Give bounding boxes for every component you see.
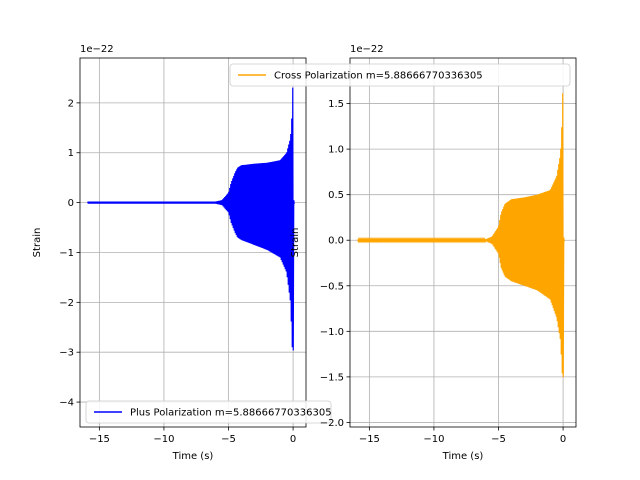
x-axis-label: Time (s) [442,451,484,462]
y-tick-label: −1.0 [320,327,344,338]
y-tick-label: −0.5 [320,281,344,292]
axes-frame [349,57,577,428]
x-tick-label: −15 [89,434,110,445]
y-axis-label: Strain [290,228,301,258]
y-tick-label: −2 [59,298,74,309]
y-tick-label: −3 [59,348,74,359]
y-tick-label: 0.0 [328,236,344,247]
x-tick-label: 0 [290,434,296,445]
axis-offset-text: 1e−22 [350,44,384,55]
y-tick-label: −2.0 [320,418,344,429]
x-tick-label: −5 [491,434,506,445]
y-tick-label: 1.5 [328,99,344,110]
legend-label: Cross Polarization m=5.88666770336305 [274,71,483,82]
y-tick-label: 0.5 [328,190,344,201]
legend: Cross Polarization m=5.88666770336305 [229,63,571,87]
x-tick-label: −10 [423,434,444,445]
y-tick-label: −4 [59,398,74,409]
y-tick-label: 0 [68,198,74,209]
axis-offset-text: 1e−22 [80,44,114,55]
x-tick-label: −10 [153,434,174,445]
x-tick-label: −15 [359,434,380,445]
y-tick-label: 1.0 [328,145,344,156]
legend-box [85,400,332,424]
y-tick-label: −1 [59,248,74,259]
legend: Plus Polarization m=5.88666770336305 [85,400,332,424]
y-tick-label: 2 [68,98,74,109]
axes-frame [79,57,307,428]
x-tick-label: 0 [560,434,566,445]
legend-label: Plus Polarization m=5.88666770336305 [130,408,332,419]
cross-polarization-panel: −15 −10 −5 0 −2.0 −1.5 −1.0 −0.5 0.0 0.5 1.0 1.5 Tim… [229,44,577,462]
y-tick-label: −1.5 [320,372,344,383]
y-axis-label: Strain [32,228,43,258]
x-axis-label: Time (s) [172,451,214,462]
legend-box [229,63,571,87]
y-tick-label: 1 [68,148,74,159]
x-tick-label: −5 [221,434,236,445]
